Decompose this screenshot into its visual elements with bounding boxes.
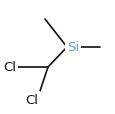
Text: Si: Si [66,41,78,54]
Text: Cl: Cl [3,61,16,74]
Text: Cl: Cl [25,93,38,106]
